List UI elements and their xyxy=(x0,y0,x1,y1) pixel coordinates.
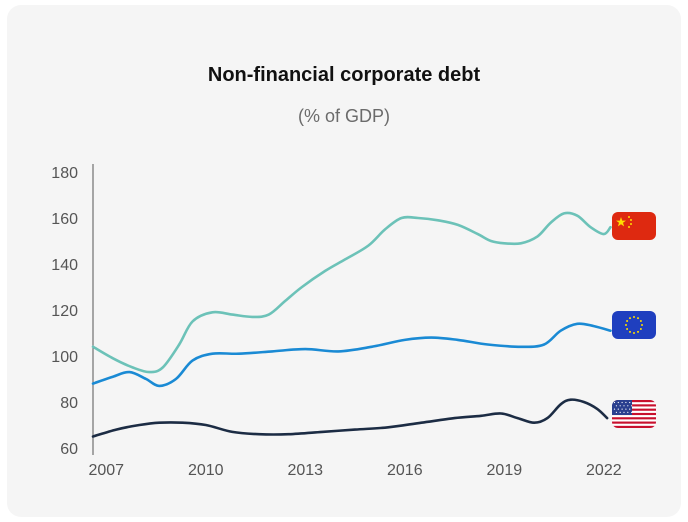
y-tick-label: 120 xyxy=(51,303,78,320)
y-tick-labels: 60 80 100 120 140 160 180 xyxy=(51,165,78,458)
usa-flag-icon xyxy=(612,400,656,428)
x-tick-label: 2016 xyxy=(387,462,423,479)
y-tick-label: 160 xyxy=(51,211,78,228)
x-tick-label: 2022 xyxy=(586,462,622,479)
chart-subtitle: (% of GDP) xyxy=(297,106,390,126)
series-line-china xyxy=(91,211,612,374)
y-tick-label: 180 xyxy=(51,165,78,182)
x-tick-labels: 2007 2010 2013 2016 2019 2022 xyxy=(88,462,621,479)
eu-flag-icon xyxy=(612,311,656,339)
series-line-eu xyxy=(91,322,612,388)
x-tick-label: 2019 xyxy=(487,462,523,479)
y-tick-label: 80 xyxy=(60,395,78,412)
y-tick-label: 140 xyxy=(51,257,78,274)
x-tick-label: 2010 xyxy=(188,462,224,479)
chart-title: Non-financial corporate debt xyxy=(207,64,481,86)
y-tick-label: 60 xyxy=(60,441,78,458)
series-lines xyxy=(91,211,612,438)
y-tick-label: 100 xyxy=(51,349,78,366)
series-line-usa xyxy=(91,398,609,438)
x-tick-label: 2013 xyxy=(287,462,323,479)
x-tick-label: 2007 xyxy=(88,462,124,479)
china-flag-icon xyxy=(612,212,656,240)
